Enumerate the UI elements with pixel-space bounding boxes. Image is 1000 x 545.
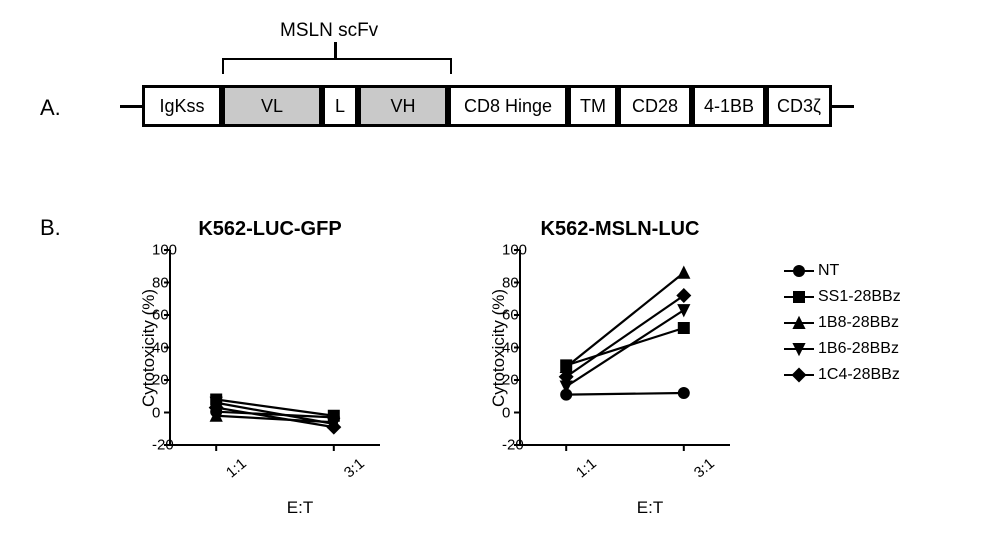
- legend-item: NT: [780, 258, 901, 284]
- domain-box: CD28: [618, 85, 692, 127]
- y-tick-label: 0: [152, 404, 160, 421]
- legend-marker-icon: [780, 263, 818, 279]
- domain-box: L: [322, 85, 358, 127]
- legend-label: 1B8-28BBz: [818, 314, 899, 332]
- chart: K562-LUC-GFPCytotoxicity (%)E:T-20020406…: [140, 220, 400, 500]
- y-tick-label: 80: [502, 274, 510, 291]
- legend-item: SS1-28BBz: [780, 284, 901, 310]
- chart-svg: [140, 220, 390, 475]
- y-tick-label: 100: [152, 242, 160, 259]
- y-tick-label: -20: [502, 437, 510, 454]
- scfv-bracket-stem: [334, 42, 337, 58]
- y-tick-label: -20: [152, 437, 160, 454]
- y-tick-label: 60: [502, 307, 510, 324]
- legend-label: NT: [818, 262, 839, 280]
- wire: [120, 105, 142, 108]
- domain-box: VH: [358, 85, 448, 127]
- legend-label: 1B6-28BBz: [818, 340, 899, 358]
- scfv-label: MSLN scFv: [280, 20, 378, 42]
- legend-marker-icon: [780, 289, 818, 305]
- chart-title: K562-MSLN-LUC: [490, 218, 750, 241]
- legend-item: 1C4-28BBz: [780, 362, 901, 388]
- y-tick-label: 20: [502, 372, 510, 389]
- y-tick-label: 0: [502, 404, 510, 421]
- wire: [832, 105, 854, 108]
- legend-marker-icon: [780, 315, 818, 331]
- domain-box: IgKss: [142, 85, 222, 127]
- panel-b-label: B.: [40, 215, 61, 241]
- y-tick-label: 100: [502, 242, 510, 259]
- panel-a-label: A.: [40, 95, 61, 121]
- legend-marker-icon: [780, 367, 818, 383]
- legend-item: 1B6-28BBz: [780, 336, 901, 362]
- y-tick-label: 40: [152, 339, 160, 356]
- chart: K562-MSLN-LUCCytotoxicity (%)E:T-2002040…: [490, 220, 750, 500]
- chart-title: K562-LUC-GFP: [140, 218, 400, 241]
- x-axis-label: E:T: [140, 498, 430, 518]
- legend-label: 1C4-28BBz: [818, 366, 900, 384]
- scfv-bracket: [222, 58, 452, 74]
- chart-svg: [490, 220, 740, 475]
- y-tick-label: 20: [152, 372, 160, 389]
- y-tick-label: 60: [152, 307, 160, 324]
- domain-box: VL: [222, 85, 322, 127]
- construct-diagram: IgKssVLLVHCD8 HingeTMCD284-1BBCD3ζ: [120, 85, 854, 127]
- y-tick-label: 80: [152, 274, 160, 291]
- legend-marker-icon: [780, 341, 818, 357]
- domain-box: CD8 Hinge: [448, 85, 568, 127]
- legend-label: SS1-28BBz: [818, 288, 901, 306]
- domain-box: CD3ζ: [766, 85, 832, 127]
- legend: NT SS1-28BBz 1B8-28BBz 1B6-28BBz 1C4-28BBz: [780, 258, 901, 388]
- domain-box: 4-1BB: [692, 85, 766, 127]
- y-tick-label: 40: [502, 339, 510, 356]
- x-axis-label: E:T: [490, 498, 780, 518]
- domain-box: TM: [568, 85, 618, 127]
- legend-item: 1B8-28BBz: [780, 310, 901, 336]
